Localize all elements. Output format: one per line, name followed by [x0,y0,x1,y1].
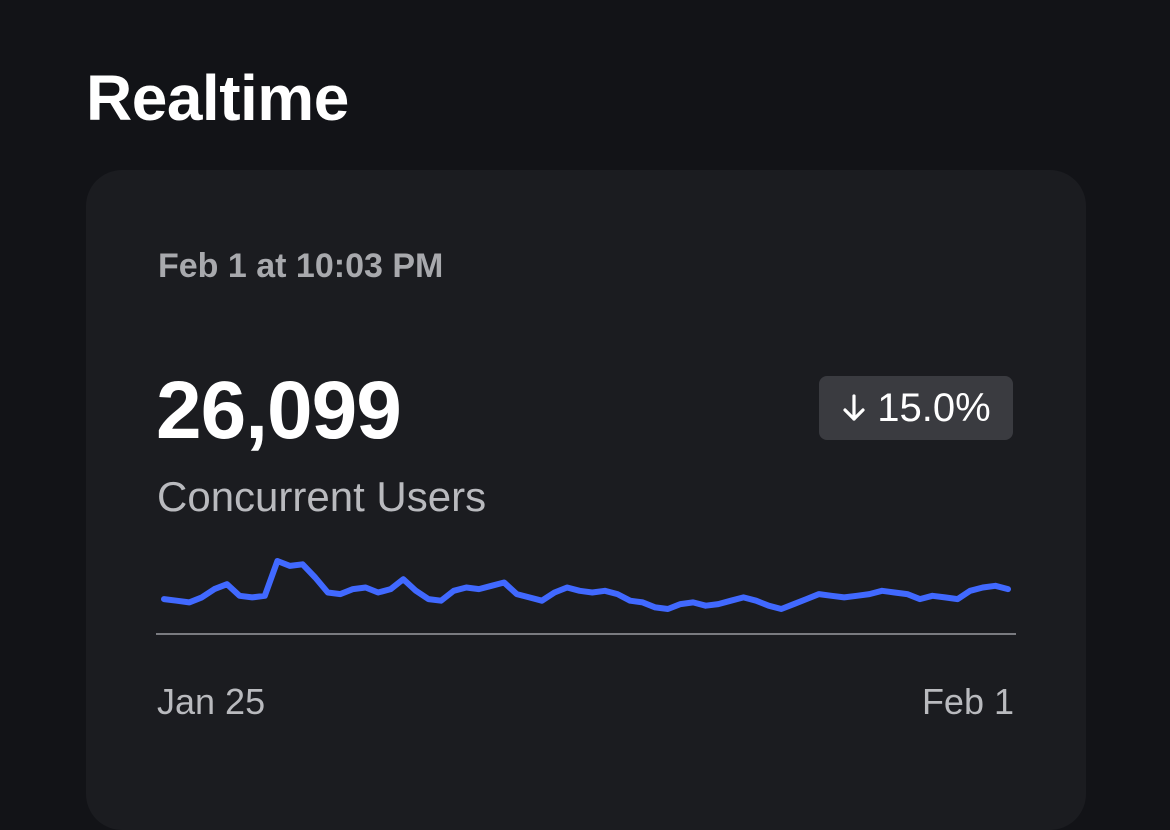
change-value: 15.0% [877,385,991,430]
concurrent-users-label: Concurrent Users [157,473,487,520]
change-badge: 15.0% [819,376,1013,440]
x-axis-end-label: Feb 1 [921,681,1014,722]
realtime-card: Feb 1 at 10:03 PM 26,099 Concurrent User… [86,170,1086,830]
timestamp: Feb 1 at 10:03 PM [158,247,444,285]
concurrent-users-value: 26,099 [156,365,402,456]
users-line [161,558,1011,612]
arrow-down-icon [843,394,865,421]
page-title: Realtime [86,62,349,134]
x-axis-start-label: Jan 25 [157,681,266,722]
concurrent-users-chart [156,558,1016,635]
